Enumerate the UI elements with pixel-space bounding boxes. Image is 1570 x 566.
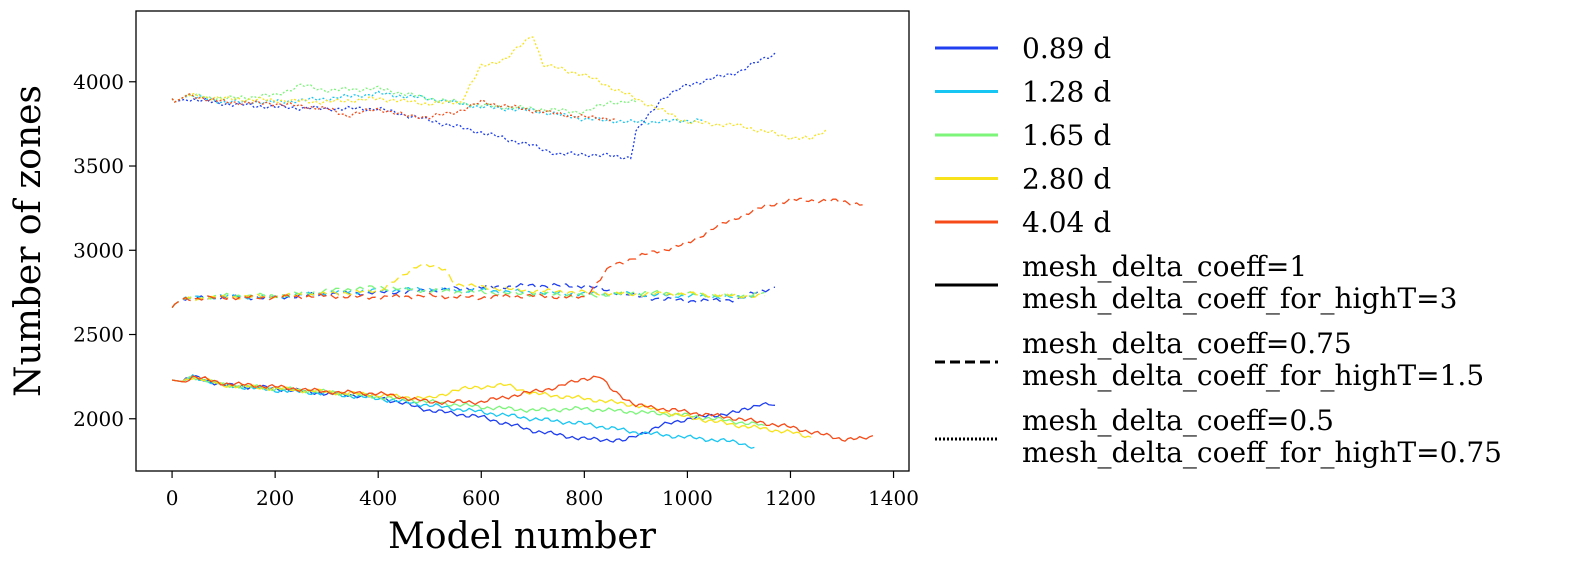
legend-color-label: 1.28 d [1022,76,1111,109]
x-axis-title: Model number [388,516,657,557]
legend-color-label: 0.89 d [1022,32,1111,65]
x-tick-label: 800 [565,486,603,510]
series-line-solid [171,376,765,427]
series-line-dotted [171,92,616,122]
legend-style-label-line1: mesh_delta_coeff=0.5 [1022,404,1334,437]
series-line-solid [171,375,874,442]
legend-style-label-line2: mesh_delta_coeff_for_highT=0.75 [1022,436,1502,469]
legend-style-label-line2: mesh_delta_coeff_for_highT=3 [1022,282,1457,315]
legend-color-label: 2.80 d [1022,163,1111,196]
legend-style-label-line1: mesh_delta_coeff=0.75 [1022,327,1352,360]
x-tick-label: 1400 [868,486,919,510]
series-line-dashed [171,286,755,308]
plot-lines [171,36,874,449]
legend-color-label: 4.04 d [1022,206,1111,239]
x-tick-label: 600 [462,486,500,510]
series-line-dotted [171,83,637,115]
series-line-dotted [171,90,704,125]
y-tick-label: 2000 [73,407,124,431]
legend-style-label-line1: mesh_delta_coeff=1 [1022,250,1307,283]
legend-color-label: 1.65 d [1022,119,1111,152]
y-tick-label: 2500 [73,323,124,347]
x-axis-ticks: 0 200 400 600 800 1000 1200 1400 [166,471,919,510]
y-axis-title: Number of zones [8,85,49,397]
series-line-dotted [171,36,828,141]
y-tick-label: 3500 [73,154,124,178]
series-line-dashed [171,285,765,308]
y-axis-ticks: 2000 2500 3000 3500 4000 [73,70,136,431]
series-line-dashed [171,197,863,308]
series-line-solid [171,376,812,439]
legend-style-label-line2: mesh_delta_coeff_for_highT=1.5 [1022,359,1484,392]
series-line-dotted [171,52,776,160]
y-tick-label: 3000 [73,238,124,262]
series-line-dashed [171,263,765,308]
x-tick-label: 400 [359,486,397,510]
y-tick-label: 4000 [73,70,124,94]
x-tick-label: 0 [166,486,179,510]
plot-frame [135,10,910,472]
x-tick-label: 200 [256,486,294,510]
x-tick-label: 1000 [662,486,713,510]
legend: 0.89 d 1.28 d 1.65 d 2.80 d 4.04 d mesh_delta… [935,32,1502,469]
x-tick-label: 1200 [765,486,816,510]
